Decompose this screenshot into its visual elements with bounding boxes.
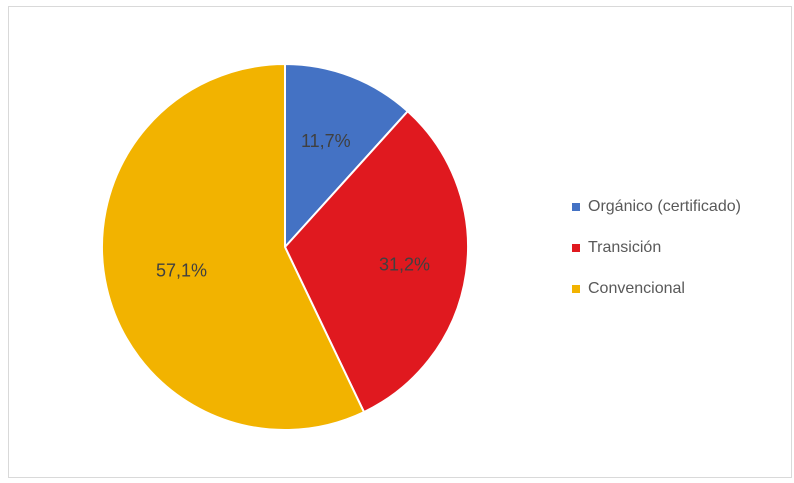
- data-label-transicion: 31,2%: [379, 254, 430, 274]
- pie-slice-convencional: [101, 63, 365, 431]
- chart-legend: Orgánico (certificado) Transición Conven…: [572, 196, 741, 319]
- pie-slice-organico: [284, 63, 409, 248]
- legend-label-convencional: Convencional: [588, 280, 685, 297]
- data-label-organico: 11,7%: [301, 131, 351, 151]
- legend-swatch-convencional: [572, 285, 580, 293]
- legend-item-convencional: Convencional: [572, 278, 741, 300]
- legend-label-transicion: Transición: [588, 239, 662, 256]
- pie-slice-transicion: [284, 110, 469, 414]
- legend-swatch-organico: [572, 203, 580, 211]
- legend-swatch-transicion: [572, 244, 580, 252]
- data-label-convencional: 57,1%: [156, 261, 207, 281]
- legend-item-transicion: Transición: [572, 237, 741, 259]
- pie-slices: [101, 63, 469, 431]
- legend-label-organico: Orgánico (certificado): [588, 198, 741, 215]
- pie-data-labels: 11,7% 31,2% 57,1%: [156, 131, 430, 280]
- legend-item-organico: Orgánico (certificado): [572, 196, 741, 218]
